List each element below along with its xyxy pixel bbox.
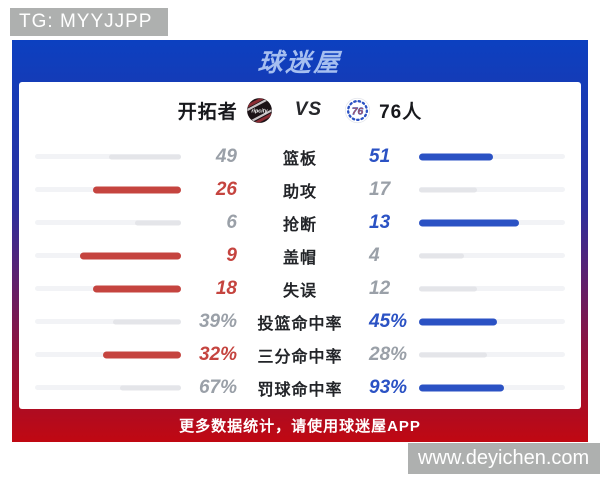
stats-card: 开拓者 ripcity VS 76 76人 4 [19, 82, 581, 409]
site-watermark: www.deyichen.com [408, 443, 600, 474]
stat-value-left: 39% [198, 310, 237, 332]
stat-bar-right-fill [419, 286, 478, 291]
svg-text:ripcity: ripcity [251, 108, 268, 114]
stat-bar-right-fill [419, 219, 519, 226]
stat-bar-left-fill [79, 252, 181, 259]
stat-label: 罚球命中率 [257, 381, 343, 399]
stat-value-right: 28% [369, 343, 408, 365]
stat-bar-left [35, 154, 181, 159]
stats-poster: 球迷屋 开拓者 ripcity VS 76 76人 [12, 40, 588, 442]
stat-bar-right-fill [419, 187, 477, 192]
stat-bar-left-fill [92, 186, 181, 193]
stat-value-right: 45% [369, 310, 408, 332]
telegram-watermark: TG: MYYJJPP [10, 8, 169, 36]
stat-bar-right-fill [419, 153, 494, 160]
stat-bar-left-fill [119, 385, 181, 390]
stat-value-right: 17 [369, 178, 391, 200]
stat-row: 39% 投篮命中率 45% [35, 305, 565, 338]
stat-label: 助攻 [282, 183, 317, 201]
stat-value-left: 32% [198, 343, 237, 365]
stat-bar-right-fill [419, 253, 464, 258]
team-name-left: 开拓者 [177, 101, 238, 123]
stat-value-left: 6 [226, 211, 237, 233]
stat-bar-left [35, 319, 181, 324]
stat-label: 投篮命中率 [257, 315, 343, 333]
team-name-right: 76人 [379, 101, 423, 123]
stat-row: 32% 三分命中率 28% [35, 338, 565, 371]
stat-bar-right-fill [419, 352, 488, 357]
stat-bar-left-fill [134, 220, 181, 225]
stat-bar-right [419, 286, 565, 291]
app-logo: 球迷屋 [256, 49, 343, 77]
stat-value-right: 12 [369, 277, 391, 299]
trail-blazers-logo-icon: ripcity [245, 96, 273, 124]
svg-text:76: 76 [352, 106, 364, 117]
stat-bar-left [35, 252, 181, 259]
stat-bar-right [419, 318, 565, 325]
stat-label: 失误 [282, 282, 317, 300]
stat-label: 三分命中率 [257, 348, 343, 366]
stat-value-left: 49 [215, 145, 237, 167]
stat-value-left: 26 [215, 178, 237, 200]
stat-value-right: 4 [369, 244, 380, 266]
stat-value-left: 67% [198, 376, 237, 398]
stats-list: 49 篮板 51 26 助攻 17 6 抢断 13 9 盖帽 4 18 失误 1… [19, 132, 581, 404]
stat-bar-right [419, 384, 565, 391]
stat-bar-left [35, 220, 181, 225]
stat-row: 49 篮板 51 [35, 140, 565, 173]
stat-bar-right [419, 253, 565, 258]
stat-bar-right-fill [419, 384, 504, 391]
sixers-logo-icon: 76 [345, 97, 371, 123]
stat-bar-left [35, 351, 181, 358]
stat-bar-left [35, 385, 181, 390]
stat-value-left: 9 [226, 244, 237, 266]
stat-value-right: 93% [369, 376, 408, 398]
stat-label: 篮板 [282, 150, 317, 168]
stat-value-left: 18 [215, 277, 237, 299]
stat-bar-right [419, 187, 565, 192]
stat-bar-left [35, 186, 181, 193]
stat-value-right: 13 [369, 211, 391, 233]
stat-row: 67% 罚球命中率 93% [35, 371, 565, 404]
vs-label: VS [294, 99, 323, 120]
stat-row: 9 盖帽 4 [35, 239, 565, 272]
stat-bar-left-fill [113, 319, 181, 324]
stat-row: 6 抢断 13 [35, 206, 565, 239]
stat-bar-right [419, 153, 565, 160]
stat-bar-right [419, 219, 565, 226]
stat-bar-left [35, 285, 181, 292]
team-matchup-row: 开拓者 ripcity VS 76 76人 [19, 88, 581, 132]
stat-label: 抢断 [282, 216, 317, 234]
footer-banner: 更多数据统计，请使用球迷屋APP [179, 418, 421, 435]
stat-row: 18 失误 12 [35, 272, 565, 305]
stat-value-right: 51 [369, 145, 391, 167]
stat-bar-left-fill [109, 154, 181, 159]
stat-row: 26 助攻 17 [35, 173, 565, 206]
stat-bar-left-fill [93, 285, 181, 292]
app-header: 球迷屋 [12, 40, 588, 82]
stat-label: 盖帽 [282, 249, 317, 267]
stat-bar-right [419, 352, 565, 357]
stat-bar-left-fill [103, 351, 181, 358]
stat-bar-right-fill [419, 318, 498, 325]
